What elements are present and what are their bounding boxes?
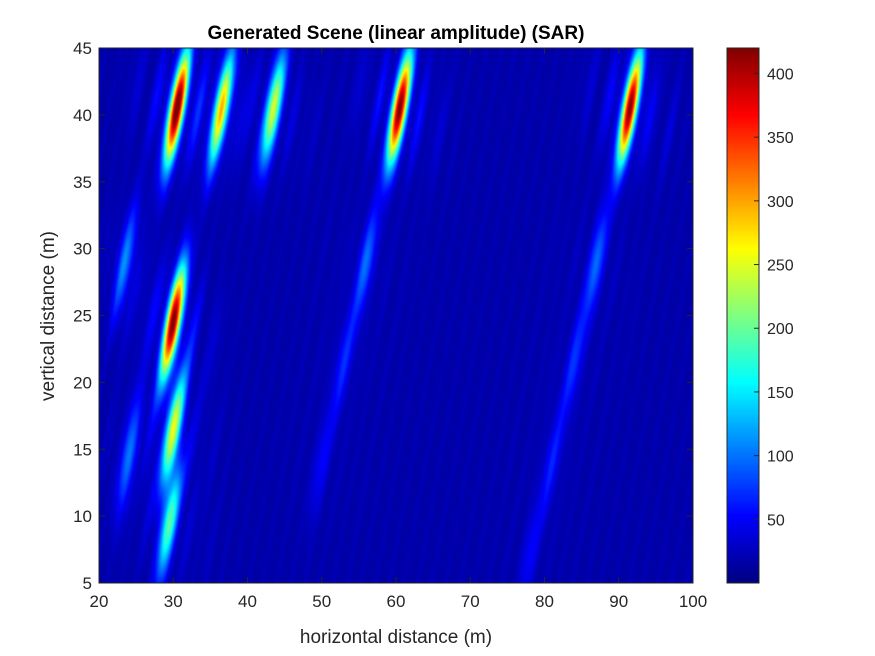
y-tick-label: 30 (73, 240, 92, 259)
y-axis: 5 10 15 20 25 30 35 40 45 (73, 39, 693, 593)
y-tick-label: 35 (73, 173, 92, 192)
colorbar-gradient (727, 48, 759, 583)
y-tick-label: 10 (73, 507, 92, 526)
y-tick-label: 20 (73, 373, 92, 392)
colorbar-tick-label: 350 (767, 130, 794, 147)
x-tick-label: 60 (387, 592, 406, 611)
x-tick-label: 20 (90, 592, 109, 611)
y-tick-label: 40 (73, 106, 92, 125)
y-axis-label: vertical distance (m) (38, 231, 59, 401)
colorbar-tick-label: 200 (767, 321, 794, 338)
colorbar-frame (726, 47, 760, 584)
colorbar-tick-label: 400 (767, 66, 794, 83)
y-tick-label: 25 (73, 307, 92, 326)
colorbar: 50 100 150 200 250 300 350 400 (726, 47, 794, 584)
colorbar-tick-label: 50 (767, 512, 785, 529)
plot-area: 20 30 40 50 60 70 80 90 100 5 10 15 20 25 30 35 40 45 (73, 39, 707, 611)
y-tick-label: 5 (83, 574, 92, 593)
colorbar-tick-label: 250 (767, 258, 794, 275)
x-axis-label: horizontal distance (m) (300, 627, 492, 648)
colorbar-axis: 50 100 150 200 250 300 350 400 (754, 66, 794, 529)
y-tick-label: 15 (73, 440, 92, 459)
x-tick-label: 40 (238, 592, 257, 611)
x-axis: 20 30 40 50 60 70 80 90 100 (90, 48, 707, 611)
colorbar-gradient-container (727, 48, 759, 583)
heatmap-image (99, 48, 693, 583)
x-tick-label: 50 (312, 592, 331, 611)
colorbar-tick-label: 300 (767, 194, 794, 211)
x-tick-label: 100 (679, 592, 707, 611)
colorbar-tick-label: 100 (767, 449, 794, 466)
x-tick-label: 30 (164, 592, 183, 611)
y-tick-label: 45 (73, 39, 92, 58)
heatmap-image-container (99, 48, 693, 583)
x-tick-label: 90 (609, 592, 628, 611)
x-tick-label: 80 (535, 592, 554, 611)
x-tick-label: 70 (461, 592, 480, 611)
colorbar-tick-label: 150 (767, 385, 794, 402)
chart-title: Generated Scene (linear amplitude) (SAR) (208, 23, 585, 44)
